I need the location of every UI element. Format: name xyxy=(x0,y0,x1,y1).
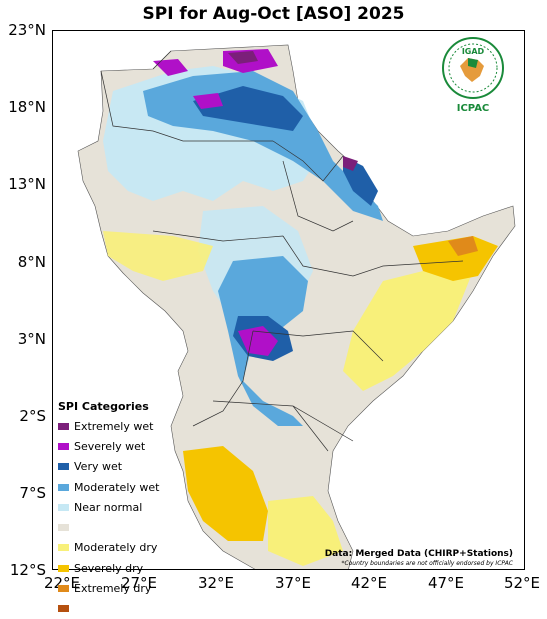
disclaimer: *Country boundaries are not officially e… xyxy=(341,560,513,567)
x-tick-label: 27°E xyxy=(120,574,158,592)
y-tick-label: 18°N xyxy=(8,98,46,116)
legend-swatch xyxy=(58,463,69,471)
region-severely-wet-north xyxy=(153,49,278,109)
legend-swatch xyxy=(58,564,69,572)
legend-item xyxy=(58,599,208,619)
legend-label: Extremely dry xyxy=(74,582,152,596)
legend-swatch xyxy=(58,503,69,511)
x-tick-label: 22°E xyxy=(43,574,81,592)
logo-icon: IGAD ICPAC xyxy=(442,37,504,114)
legend-item: Extremely dry xyxy=(58,578,208,598)
legend-title: SPI Categories xyxy=(58,400,149,413)
map-plot-area xyxy=(52,30,525,570)
legend-item: Severely dry xyxy=(58,558,208,578)
spi-map xyxy=(77,44,516,569)
country-borders xyxy=(100,50,464,452)
region-moderately-wet-center xyxy=(218,256,308,426)
region-extremely-wet xyxy=(228,51,358,171)
legend-item: Moderately dry xyxy=(58,538,208,558)
legend-label: Extremely wet xyxy=(74,419,154,433)
spi-legend: SPI Categories Extremely wet Severely we… xyxy=(58,400,208,619)
y-tick-label: 2°S xyxy=(19,407,46,425)
x-tick-label: 37°E xyxy=(274,574,312,592)
legend-label: Very wet xyxy=(74,460,123,474)
region-severely-wet-center xyxy=(238,326,278,356)
legend-item: Extremely wet xyxy=(58,416,208,436)
y-tick-label: 7°S xyxy=(19,484,46,502)
region-moderately-dry-east xyxy=(343,266,473,391)
legend-item: Near normal xyxy=(58,497,208,517)
region-extremely-dry xyxy=(448,236,478,256)
icpac-logo: IGAD ICPAC xyxy=(438,36,508,114)
legend-label: Near normal xyxy=(74,500,143,514)
svg-text:ICPAC: ICPAC xyxy=(457,103,490,114)
y-tick-label: 8°N xyxy=(17,253,46,271)
legend-item: Very wet xyxy=(58,457,208,477)
region-severely-dry-south xyxy=(183,446,268,541)
x-tick-label: 47°E xyxy=(427,574,465,592)
y-tick-label: 23°N xyxy=(8,21,46,39)
legend-item xyxy=(58,517,208,537)
legend-item: Severely wet xyxy=(58,436,208,456)
data-source: Data: Merged Data (CHIRP+Stations) xyxy=(324,549,513,559)
legend-label: Severely wet xyxy=(74,439,146,453)
legend-swatch xyxy=(58,605,69,613)
legend-swatch xyxy=(58,483,69,491)
region-moderately-dry-south xyxy=(268,496,343,566)
legend-swatch xyxy=(58,524,69,532)
legend-label: Moderately dry xyxy=(74,541,158,555)
x-tick-label: 52°E xyxy=(503,574,541,592)
region-very-wet-north xyxy=(193,86,303,131)
svg-text:IGAD: IGAD xyxy=(462,47,485,56)
legend-label: Moderately wet xyxy=(74,480,160,494)
legend-swatch xyxy=(58,442,69,450)
y-tick-label: 13°N xyxy=(8,175,46,193)
legend-swatch xyxy=(58,585,69,593)
map-title: SPI for Aug-Oct [ASO] 2025 xyxy=(142,4,405,24)
x-tick-label: 32°E xyxy=(197,574,235,592)
x-tick-label: 42°E xyxy=(350,574,388,592)
legend-swatch xyxy=(58,544,69,552)
y-tick-label: 12°S xyxy=(9,561,46,579)
legend-label: Severely dry xyxy=(74,561,144,575)
legend-swatch xyxy=(58,422,69,430)
region-moderately-dry-west xyxy=(103,231,213,281)
y-tick-label: 3°N xyxy=(17,330,46,348)
legend-item: Moderately wet xyxy=(58,477,208,497)
